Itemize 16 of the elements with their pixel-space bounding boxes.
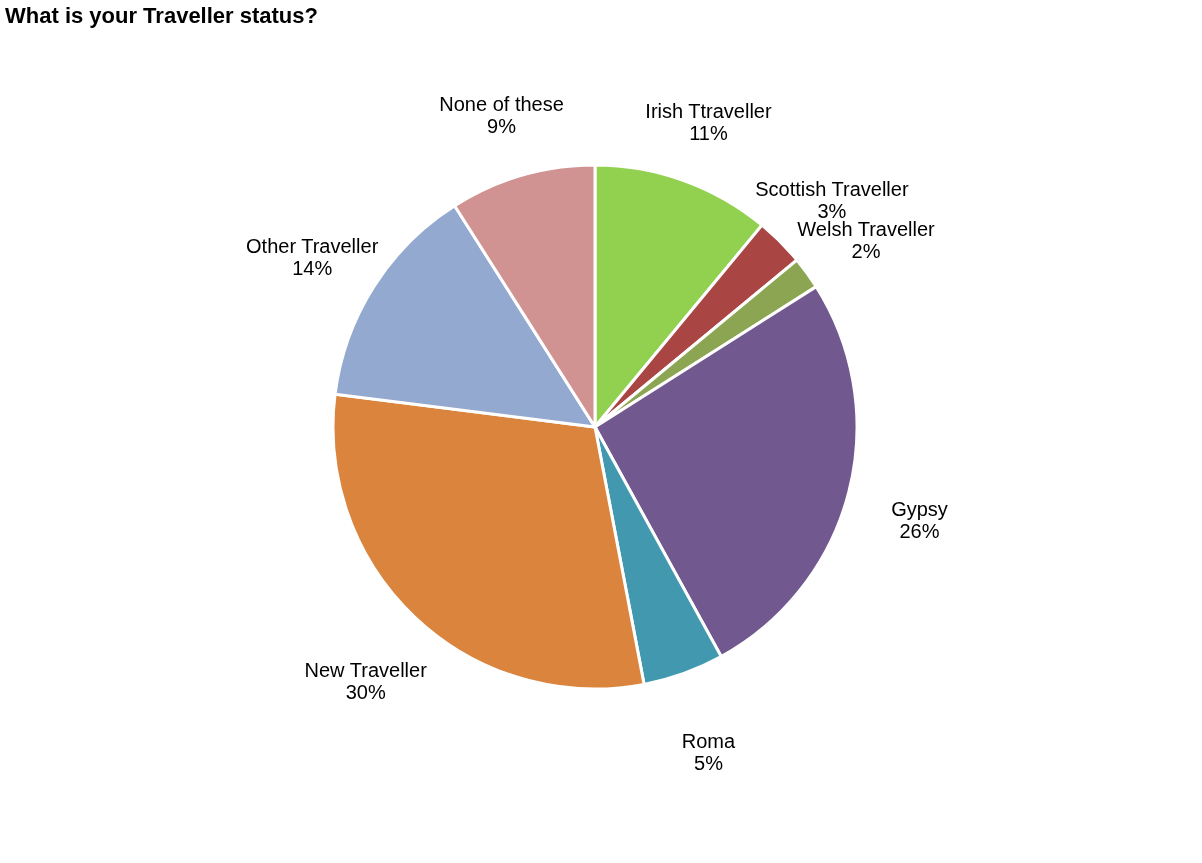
data-label: 9% bbox=[487, 115, 517, 138]
slice-label: Roma bbox=[681, 730, 737, 753]
slice-label: Irish Ttraveller bbox=[645, 99, 772, 122]
slice-label: Scottish Traveller bbox=[755, 178, 909, 201]
chart-title: What is your Traveller status? bbox=[5, 3, 318, 28]
slice-label: None of these bbox=[439, 93, 564, 116]
data-label: 5% bbox=[694, 752, 724, 775]
data-label: 26% bbox=[899, 520, 940, 543]
data-label: 30% bbox=[345, 681, 386, 704]
slice-label: Other Traveller bbox=[246, 235, 379, 258]
data-label: 11% bbox=[689, 121, 728, 144]
slice-label: Welsh Traveller bbox=[797, 218, 936, 241]
data-label: 14% bbox=[292, 257, 333, 280]
data-label: 2% bbox=[851, 240, 881, 263]
slice-label: New Traveller bbox=[304, 659, 428, 682]
slice-label: Gypsy bbox=[891, 498, 948, 521]
